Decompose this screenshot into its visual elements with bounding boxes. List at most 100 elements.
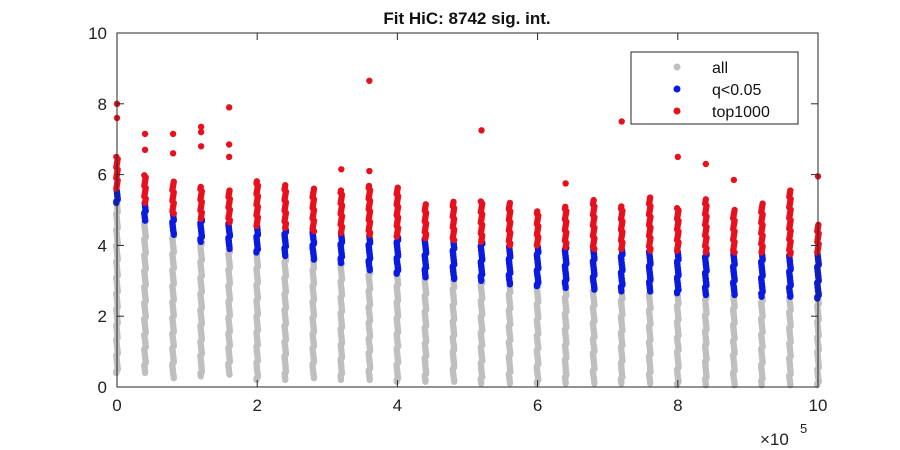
bin-2-all bbox=[169, 231, 177, 382]
bin-22-q005 bbox=[729, 250, 738, 299]
data-point bbox=[562, 203, 569, 211]
data-point bbox=[226, 187, 233, 194]
bin-4-q005 bbox=[225, 220, 234, 253]
bin-16-all bbox=[561, 284, 570, 387]
bin-15-q005 bbox=[533, 243, 542, 290]
bin-11-top1000 bbox=[421, 201, 430, 242]
data-point bbox=[673, 205, 681, 212]
x-exponent-power: 5 bbox=[800, 421, 807, 436]
bin-17-q005 bbox=[589, 246, 598, 293]
y-tick-label: 0 bbox=[98, 378, 107, 397]
bin-12-top1000 bbox=[449, 198, 458, 244]
bin-11-all bbox=[421, 274, 430, 385]
legend-marker-sig bbox=[673, 85, 681, 93]
y-tick-label: 6 bbox=[98, 166, 107, 185]
bin-12-q005 bbox=[449, 237, 458, 283]
bin-22-all bbox=[729, 292, 738, 389]
bin-10-top1000 bbox=[393, 184, 402, 240]
outlier-point bbox=[225, 153, 233, 161]
outlier-point bbox=[141, 146, 149, 154]
bin-4-top1000 bbox=[225, 187, 234, 226]
bin-12-all bbox=[449, 276, 458, 385]
chart-title: Fit HiC: 8742 sig. int. bbox=[383, 9, 550, 28]
data-point bbox=[113, 153, 120, 161]
bin-7-q005 bbox=[309, 229, 318, 263]
outlier-point bbox=[674, 153, 681, 161]
outlier-point bbox=[225, 104, 233, 111]
bin-15-top1000 bbox=[533, 208, 542, 249]
outlier-point bbox=[141, 130, 149, 138]
y-tick-label: 2 bbox=[98, 307, 107, 326]
legend: all q<0.05 top1000 bbox=[630, 51, 799, 125]
outlier-point bbox=[562, 180, 569, 187]
outlier-point bbox=[197, 123, 205, 131]
x-tick-label: 6 bbox=[533, 396, 542, 415]
data-point bbox=[365, 182, 373, 190]
outlier-point bbox=[197, 143, 205, 150]
bin-9-q005 bbox=[365, 231, 374, 274]
legend-marker-all bbox=[673, 63, 681, 71]
bin-1-top1000 bbox=[141, 172, 149, 207]
bin-7-all bbox=[309, 257, 318, 382]
bin-10-q005 bbox=[393, 233, 402, 277]
bin-19-top1000 bbox=[645, 194, 654, 254]
outlier-point bbox=[730, 176, 738, 184]
bin-17-all bbox=[589, 287, 598, 387]
bin-20-all bbox=[673, 291, 682, 389]
data-point bbox=[282, 182, 289, 189]
bin-13-top1000 bbox=[477, 198, 486, 246]
data-point bbox=[141, 172, 148, 179]
data-point bbox=[197, 183, 204, 191]
data-point bbox=[506, 199, 514, 207]
outlier-point bbox=[478, 127, 485, 134]
bin-8-top1000 bbox=[337, 187, 346, 237]
bin-2-top1000 bbox=[169, 178, 177, 217]
bin-14-all bbox=[505, 281, 514, 387]
bin-11-q005 bbox=[421, 235, 430, 281]
data-point bbox=[337, 187, 345, 194]
bin-14-top1000 bbox=[505, 199, 514, 249]
bin-13-q005 bbox=[477, 239, 486, 284]
bin-5-all bbox=[253, 249, 262, 384]
legend-marker-top bbox=[673, 107, 681, 115]
bin-21-q005 bbox=[701, 250, 710, 299]
bin-8-all bbox=[337, 260, 346, 384]
data-point bbox=[759, 200, 766, 207]
bin-23-all bbox=[758, 294, 766, 389]
bin-9-top1000 bbox=[365, 182, 374, 238]
bin-4-all bbox=[225, 247, 234, 378]
x-tick-label: 8 bbox=[673, 396, 682, 415]
y-tick-label: 8 bbox=[98, 95, 107, 114]
data-point bbox=[310, 185, 318, 192]
outlier-point bbox=[169, 130, 177, 138]
bin-23-q005 bbox=[758, 250, 766, 300]
bin-3-top1000 bbox=[197, 183, 206, 223]
bin-20-top1000 bbox=[673, 205, 682, 254]
data-point bbox=[590, 196, 597, 204]
bin-23-top1000 bbox=[758, 200, 766, 256]
bin-15-all bbox=[533, 283, 542, 387]
data-point bbox=[787, 187, 794, 194]
bin-18-top1000 bbox=[617, 203, 626, 253]
data-point bbox=[253, 178, 261, 185]
data-point bbox=[394, 184, 401, 191]
outlier-point bbox=[618, 118, 625, 125]
y-tick-label: 4 bbox=[98, 236, 107, 255]
y-tick-label: 10 bbox=[88, 24, 107, 43]
bin-24-q005 bbox=[786, 252, 794, 300]
outlier-point bbox=[169, 150, 177, 157]
bin-19-q005 bbox=[645, 248, 654, 295]
bin-24-top1000 bbox=[786, 187, 794, 258]
data-point bbox=[477, 198, 485, 205]
bin-24-all bbox=[786, 294, 794, 389]
bin-17-top1000 bbox=[589, 196, 598, 253]
bin-21-top1000 bbox=[701, 196, 710, 256]
bin-6-all bbox=[281, 254, 290, 384]
bin-9-all bbox=[365, 268, 374, 384]
bin-6-top1000 bbox=[281, 182, 290, 231]
bin-3-all bbox=[197, 239, 206, 380]
bin-10-all bbox=[393, 271, 402, 385]
x-tick-label: 0 bbox=[112, 396, 121, 415]
legend-label-sig: q<0.05 bbox=[712, 82, 761, 99]
outlier-point bbox=[338, 166, 345, 173]
